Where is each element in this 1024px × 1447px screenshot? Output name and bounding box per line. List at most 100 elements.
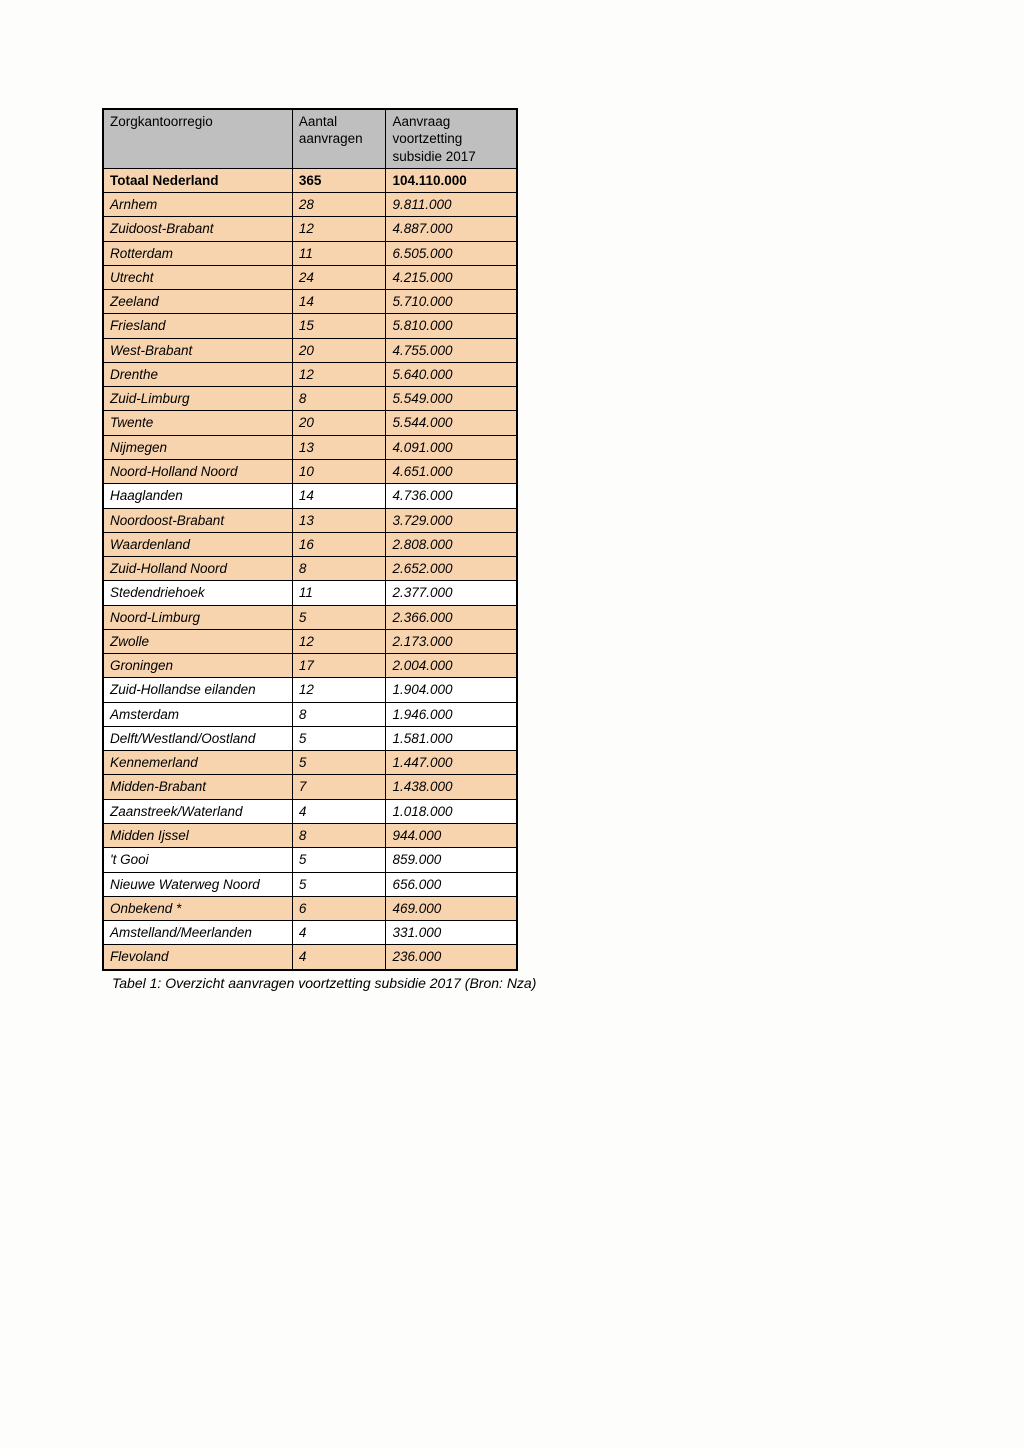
cell-bedrag: 469.000 — [386, 896, 517, 920]
cell-region: Flevoland — [103, 945, 292, 970]
cell-region: Kennemerland — [103, 751, 292, 775]
table-row: Amsterdam81.946.000 — [103, 702, 517, 726]
cell-bedrag: 1.438.000 — [386, 775, 517, 799]
cell-aantal: 7 — [292, 775, 386, 799]
cell-bedrag: 331.000 — [386, 921, 517, 945]
header-region: Zorgkantoorregio — [103, 109, 292, 168]
cell-region: Noord-Limburg — [103, 605, 292, 629]
cell-aantal: 5 — [292, 848, 386, 872]
cell-bedrag: 3.729.000 — [386, 508, 517, 532]
cell-aantal: 15 — [292, 314, 386, 338]
table-row: West-Brabant204.755.000 — [103, 338, 517, 362]
cell-aantal: 24 — [292, 265, 386, 289]
table-row: Flevoland4236.000 — [103, 945, 517, 970]
table-row: Nieuwe Waterweg Noord5656.000 — [103, 872, 517, 896]
cell-bedrag: 4.091.000 — [386, 435, 517, 459]
cell-bedrag: 236.000 — [386, 945, 517, 970]
cell-bedrag: 4.651.000 — [386, 459, 517, 483]
table-row: Haaglanden144.736.000 — [103, 484, 517, 508]
cell-region: Amsterdam — [103, 702, 292, 726]
table-row: Amstelland/Meerlanden4331.000 — [103, 921, 517, 945]
cell-bedrag: 2.366.000 — [386, 605, 517, 629]
cell-bedrag: 1.018.000 — [386, 799, 517, 823]
cell-bedrag: 1.946.000 — [386, 702, 517, 726]
cell-aantal: 11 — [292, 241, 386, 265]
cell-region: Arnhem — [103, 193, 292, 217]
cell-aantal: 8 — [292, 702, 386, 726]
table-row: Zuid-Holland Noord82.652.000 — [103, 557, 517, 581]
cell-aantal: 5 — [292, 605, 386, 629]
table-body: Totaal Nederland 365 104.110.000 Arnhem2… — [103, 168, 517, 969]
cell-aantal: 4 — [292, 921, 386, 945]
cell-aantal: 12 — [292, 362, 386, 386]
cell-bedrag: 944.000 — [386, 823, 517, 847]
table-row: Delft/Westland/Oostland51.581.000 — [103, 726, 517, 750]
cell-aantal: 8 — [292, 387, 386, 411]
cell-region: West-Brabant — [103, 338, 292, 362]
table-row: Noord-Limburg52.366.000 — [103, 605, 517, 629]
cell-bedrag: 656.000 — [386, 872, 517, 896]
total-region: Totaal Nederland — [103, 168, 292, 192]
cell-aantal: 4 — [292, 945, 386, 970]
cell-region: Zuidoost-Brabant — [103, 217, 292, 241]
total-bedrag: 104.110.000 — [386, 168, 517, 192]
cell-region: Zeeland — [103, 290, 292, 314]
cell-bedrag: 9.811.000 — [386, 193, 517, 217]
cell-aantal: 5 — [292, 751, 386, 775]
cell-aantal: 28 — [292, 193, 386, 217]
table-row: Nijmegen134.091.000 — [103, 435, 517, 459]
cell-bedrag: 1.581.000 — [386, 726, 517, 750]
table-row: Stedendriehoek112.377.000 — [103, 581, 517, 605]
cell-bedrag: 4.736.000 — [386, 484, 517, 508]
cell-region: Nijmegen — [103, 435, 292, 459]
cell-region: Midden Ijssel — [103, 823, 292, 847]
cell-region: Friesland — [103, 314, 292, 338]
cell-aantal: 13 — [292, 508, 386, 532]
cell-aantal: 12 — [292, 678, 386, 702]
table-row: Midden Ijssel8944.000 — [103, 823, 517, 847]
table-row: Onbekend *6469.000 — [103, 896, 517, 920]
cell-aantal: 6 — [292, 896, 386, 920]
cell-region: Delft/Westland/Oostland — [103, 726, 292, 750]
cell-bedrag: 2.377.000 — [386, 581, 517, 605]
table-row: Rotterdam116.505.000 — [103, 241, 517, 265]
cell-region: Zwolle — [103, 629, 292, 653]
header-bedrag: Aanvraag voortzetting subsidie 2017 — [386, 109, 517, 168]
cell-bedrag: 4.755.000 — [386, 338, 517, 362]
cell-region: Noordoost-Brabant — [103, 508, 292, 532]
cell-bedrag: 1.447.000 — [386, 751, 517, 775]
table-row: Noord-Holland Noord104.651.000 — [103, 459, 517, 483]
cell-aantal: 17 — [292, 654, 386, 678]
cell-region: Zuid-Limburg — [103, 387, 292, 411]
cell-aantal: 10 — [292, 459, 386, 483]
cell-region: Zuid-Hollandse eilanden — [103, 678, 292, 702]
cell-aantal: 14 — [292, 484, 386, 508]
cell-aantal: 4 — [292, 799, 386, 823]
table-row: Midden-Brabant71.438.000 — [103, 775, 517, 799]
cell-aantal: 8 — [292, 557, 386, 581]
cell-region: Groningen — [103, 654, 292, 678]
cell-region: Utrecht — [103, 265, 292, 289]
cell-region: Rotterdam — [103, 241, 292, 265]
table-row: Zeeland145.710.000 — [103, 290, 517, 314]
table-row: Friesland155.810.000 — [103, 314, 517, 338]
cell-aantal: 11 — [292, 581, 386, 605]
table-caption: Tabel 1: Overzicht aanvragen voortzettin… — [112, 975, 1024, 991]
total-row: Totaal Nederland 365 104.110.000 — [103, 168, 517, 192]
table-row: Zwolle122.173.000 — [103, 629, 517, 653]
cell-region: Midden-Brabant — [103, 775, 292, 799]
cell-aantal: 5 — [292, 726, 386, 750]
cell-aantal: 16 — [292, 532, 386, 556]
cell-aantal: 12 — [292, 217, 386, 241]
cell-bedrag: 4.887.000 — [386, 217, 517, 241]
table-row: Groningen172.004.000 — [103, 654, 517, 678]
cell-region: Zuid-Holland Noord — [103, 557, 292, 581]
cell-bedrag: 1.904.000 — [386, 678, 517, 702]
table-row: Arnhem289.811.000 — [103, 193, 517, 217]
cell-bedrag: 859.000 — [386, 848, 517, 872]
cell-bedrag: 6.505.000 — [386, 241, 517, 265]
cell-bedrag: 2.173.000 — [386, 629, 517, 653]
cell-bedrag: 5.544.000 — [386, 411, 517, 435]
cell-bedrag: 2.004.000 — [386, 654, 517, 678]
cell-bedrag: 4.215.000 — [386, 265, 517, 289]
